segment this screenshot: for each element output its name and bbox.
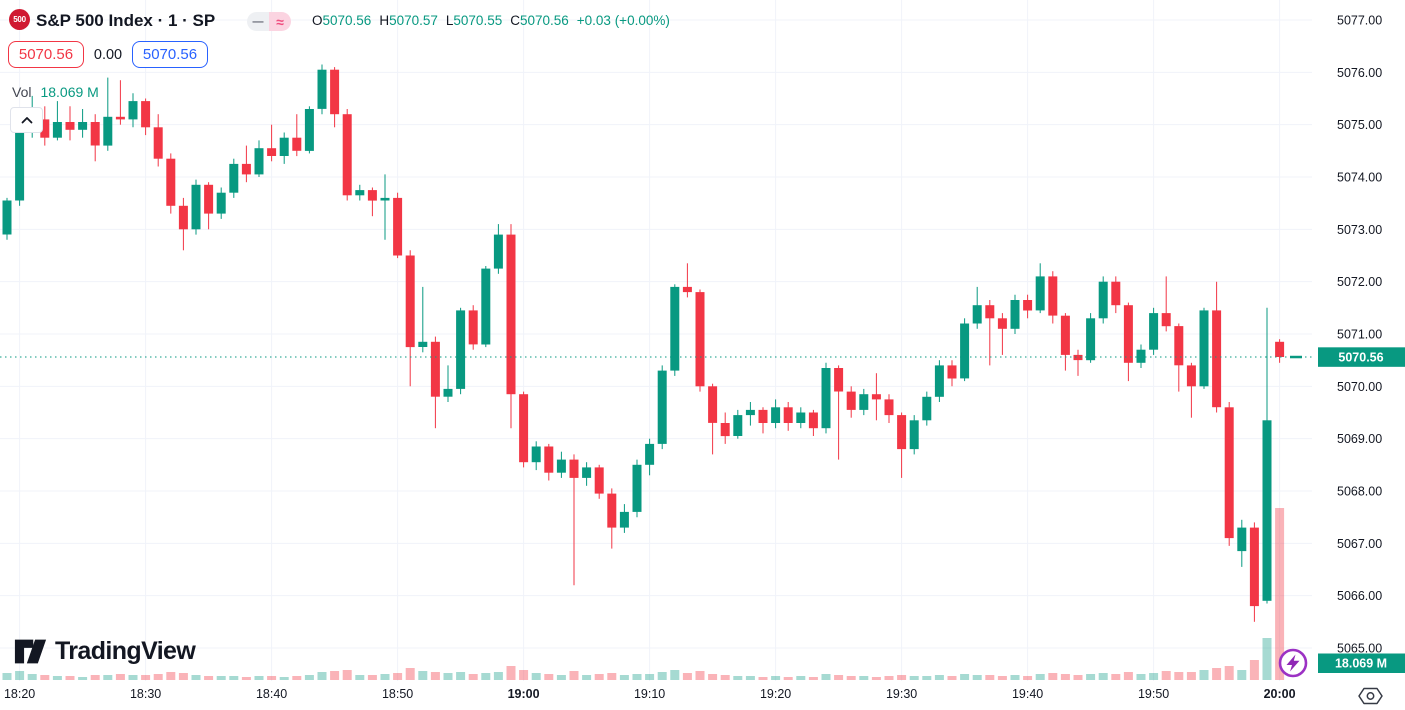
svg-text:5066.00: 5066.00: [1337, 589, 1382, 603]
candles: [2, 64, 1285, 622]
svg-text:18:20: 18:20: [4, 687, 35, 701]
spread-value: 0.00: [93, 46, 123, 63]
svg-text:5072.00: 5072.00: [1337, 275, 1382, 289]
svg-text:19:40: 19:40: [1012, 687, 1043, 701]
axis-settings-icon[interactable]: [1356, 684, 1386, 708]
high-value: 5070.57: [389, 13, 438, 28]
volume-bars: [2, 508, 1285, 680]
svg-text:5075.00: 5075.00: [1337, 118, 1382, 132]
price-gridlines: [0, 19, 1312, 649]
time-tick-labels: 18:20 18:30 18:40 18:50 19:00 19:10 19:20 19:30…: [4, 687, 1296, 701]
open-label: O: [312, 13, 323, 28]
lightning-icon[interactable]: [1276, 646, 1310, 680]
symbol-title[interactable]: S&P 500 Index · 1 · SP: [36, 11, 216, 30]
collapse-panel-button[interactable]: [10, 107, 43, 133]
svg-text:5074.00: 5074.00: [1337, 170, 1382, 184]
close-label: C: [510, 13, 520, 28]
buy-button[interactable]: 5070.56: [132, 41, 208, 68]
svg-text:5073.00: 5073.00: [1337, 223, 1382, 237]
volume-label: Vol: [12, 84, 32, 100]
symbol-badge-icon: 500: [9, 9, 30, 30]
svg-text:19:20: 19:20: [760, 687, 791, 701]
chevron-up-icon: [21, 117, 32, 124]
svg-text:5069.00: 5069.00: [1337, 432, 1382, 446]
approx-icon: ≈: [276, 13, 284, 30]
volume-value: 18.069 M: [40, 84, 99, 100]
svg-text:20:00: 20:00: [1264, 687, 1296, 701]
time-axis[interactable]: [0, 682, 1405, 710]
svg-text:5068.00: 5068.00: [1337, 484, 1382, 498]
open-value: 5070.56: [322, 13, 372, 28]
tradingview-logo-text: TradingView: [55, 637, 196, 665]
close-value: 5070.56: [519, 13, 569, 28]
svg-text:5071.00: 5071.00: [1337, 327, 1382, 341]
sell-button[interactable]: 5070.56: [8, 41, 84, 68]
change-value: +0.03 (+0.00%): [576, 13, 670, 28]
svg-text:19:10: 19:10: [634, 687, 665, 701]
current-price-label: 5070.56: [1318, 347, 1405, 367]
low-label: L: [445, 13, 454, 28]
svg-text:19:30: 19:30: [886, 687, 917, 701]
current-volume-label: 18.069 M: [1318, 653, 1405, 673]
dash-icon: —: [252, 15, 264, 28]
tradingview-logo-icon: [14, 639, 47, 664]
collapse-legend-toggle[interactable]: —: [247, 12, 269, 31]
legend-toggle-group: — ≈: [247, 12, 291, 31]
svg-text:18:30: 18:30: [130, 687, 161, 701]
svg-text:5070.00: 5070.00: [1337, 380, 1382, 394]
volume-legend: Vol 18.069 M: [12, 83, 99, 101]
svg-text:5065.00: 5065.00: [1337, 641, 1382, 655]
svg-text:5076.00: 5076.00: [1337, 66, 1382, 80]
low-value: 5070.55: [453, 13, 503, 28]
svg-text:5077.00: 5077.00: [1337, 14, 1382, 28]
price-axis[interactable]: [1313, 0, 1405, 681]
ohlc-readout: O5070.56 H5070.57 L5070.55 C5070.56 +0.03 (+…: [312, 12, 670, 30]
svg-text:19:00: 19:00: [508, 687, 540, 701]
similar-symbols-toggle[interactable]: ≈: [269, 12, 291, 31]
svg-text:5067.00: 5067.00: [1337, 537, 1382, 551]
svg-text:18.069 M: 18.069 M: [1335, 657, 1387, 671]
svg-text:18:40: 18:40: [256, 687, 287, 701]
price-tick-labels: 5077.00 5076.00 5075.00 5074.00 5073.00 5072.…: [1337, 14, 1382, 656]
svg-text:18:50: 18:50: [382, 687, 413, 701]
high-label: H: [379, 13, 390, 28]
svg-text:5070.56: 5070.56: [1338, 351, 1383, 365]
svg-text:19:50: 19:50: [1138, 687, 1169, 701]
tradingview-logo[interactable]: TradingView: [14, 637, 196, 666]
